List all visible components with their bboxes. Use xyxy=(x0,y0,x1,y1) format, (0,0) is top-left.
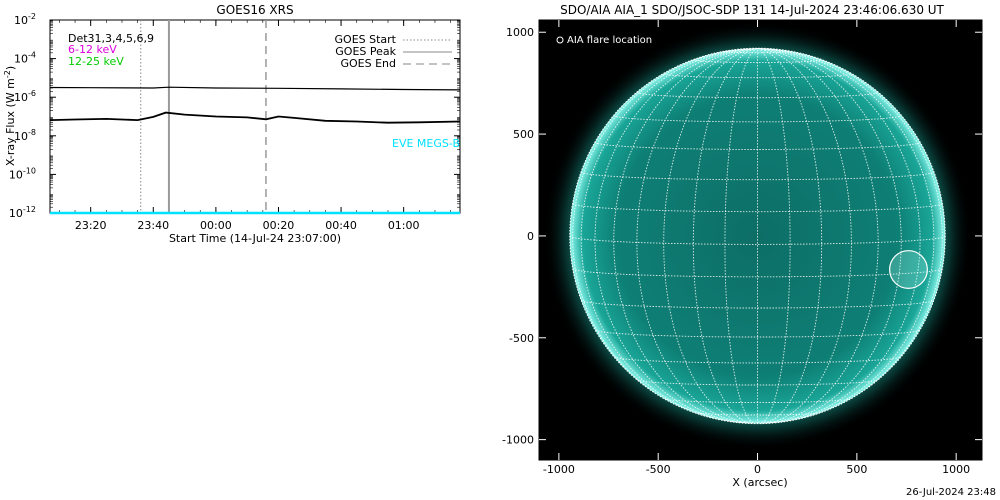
longitude-line xyxy=(663,48,758,424)
aia-y-tick-label: 0 xyxy=(527,230,534,243)
legend-detectors: Det31,3,4,5,6,9 xyxy=(68,32,154,45)
goes-long-series xyxy=(49,86,461,91)
longitude-line xyxy=(580,48,758,424)
legend-flare-marker xyxy=(556,36,564,44)
goes-y-tick-label: 10-12 xyxy=(9,205,36,220)
aia-x-tick-label: 500 xyxy=(846,463,867,476)
aia-y-tick-label: 500 xyxy=(513,128,534,141)
latitude-line xyxy=(580,299,935,309)
latitude-line xyxy=(594,329,921,338)
aia-axes: -1000 -500 0 500 1000 1000 500 0 -500 -1000 xyxy=(502,19,983,476)
aia-x-tick-label: 0 xyxy=(754,463,761,476)
eve-megs-b-label: EVE MEGS-B xyxy=(392,137,460,150)
longitude-line xyxy=(724,48,758,424)
aia-x-tick-label: 1000 xyxy=(942,463,970,476)
legend-goes-start: GOES Start xyxy=(335,33,397,46)
latitude-line xyxy=(613,356,902,364)
aia-chart-title: SDO/AIA AIA_1 SDO/JSOC-SDP 131 14-Jul-20… xyxy=(560,3,944,17)
sun-disk-body xyxy=(569,48,946,424)
goes-event-lines xyxy=(140,20,267,213)
goes-y-axis-label: X-ray Flux (W m-2) xyxy=(3,66,17,166)
aia-image-chart: SDO/AIA AIA_1 SDO/JSOC-SDP 131 14-Jul-20… xyxy=(502,3,983,489)
goes-chart-title: GOES16 XRS xyxy=(216,3,293,17)
aia-x-tick-label: -500 xyxy=(646,463,671,476)
legend-flare-label: AIA flare location xyxy=(567,35,652,46)
legend-goes-end: GOES End xyxy=(340,57,396,70)
longitude-line xyxy=(692,48,758,424)
goes-x-tick-label: 00:40 xyxy=(325,219,357,232)
longitude-line xyxy=(757,48,935,424)
sun-limb-outline xyxy=(569,47,946,425)
goes-y-tick-label: 10-4 xyxy=(14,51,36,66)
flare-location-circle xyxy=(889,250,928,290)
aia-x-axis-label: X (arcsec) xyxy=(732,476,787,489)
longitude-line xyxy=(757,48,852,424)
goes-short-series xyxy=(49,111,461,124)
goes-y-tick-label: 10-2 xyxy=(14,12,36,27)
goes-x-tick-label: 23:40 xyxy=(137,219,169,232)
longitude-line xyxy=(572,48,758,422)
longitude-line xyxy=(757,48,943,422)
goes-x-axis: 23:20 23:40 00:00 00:20 00:40 01:00 xyxy=(59,20,451,232)
legend-6-12-kev: 6-12 keV xyxy=(68,43,117,56)
goes-y-tick-label: 10-6 xyxy=(14,89,36,104)
goes-x-tick-label: 01:00 xyxy=(388,219,420,232)
goes-x-tick-label: 00:20 xyxy=(263,219,295,232)
goes-xrs-chart: GOES16 XRS 10-12 10-10 10-8 10-6 10-4 10-2 23… xyxy=(3,3,461,245)
longitude-line xyxy=(613,48,758,424)
latitude-line xyxy=(613,115,902,123)
aia-plot-frame xyxy=(538,19,983,461)
goes-series xyxy=(49,86,461,215)
longitude-line xyxy=(757,48,902,424)
goes-x-tick-label: 23:20 xyxy=(75,219,107,232)
longitude-line xyxy=(569,48,758,313)
aia-x-tick-label: -1000 xyxy=(543,463,575,476)
goes-y-tick-label: 10-10 xyxy=(9,166,36,181)
longitude-line xyxy=(757,48,823,424)
longitude-line xyxy=(757,48,791,424)
latitude-line xyxy=(693,412,822,416)
goes-y-tick-label: 10-8 xyxy=(14,128,36,143)
legend-12-25-kev: 12-25 keV xyxy=(68,55,124,68)
goes-x-tick-label: 00:00 xyxy=(200,219,232,232)
latitude-line xyxy=(636,379,879,386)
latitude-line xyxy=(636,91,879,99)
heliographic-grid xyxy=(569,48,946,424)
legend-goes-peak: GOES Peak xyxy=(335,45,396,58)
goes-y-axis: 10-12 10-10 10-8 10-6 10-4 10-2 xyxy=(9,12,460,220)
aia-y-tick-label: -500 xyxy=(509,332,534,345)
aia-y-tick-label: -1000 xyxy=(502,434,534,447)
sun-disk xyxy=(543,21,972,450)
aia-y-tick-label: 1000 xyxy=(506,26,534,39)
longitude-line xyxy=(594,48,758,424)
goes-x-axis-label: Start Time (14-Jul-24 23:07:00) xyxy=(169,232,341,245)
footer-timestamp: 26-Jul-2024 23:48 xyxy=(906,487,996,498)
longitude-line xyxy=(757,48,921,424)
